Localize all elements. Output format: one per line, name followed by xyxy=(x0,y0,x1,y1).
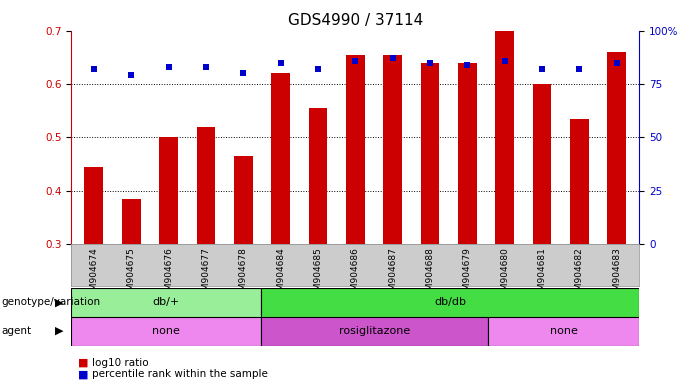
Text: db/db: db/db xyxy=(434,297,466,308)
Text: GSM904684: GSM904684 xyxy=(276,247,285,302)
Bar xyxy=(197,127,215,244)
Text: GSM904677: GSM904677 xyxy=(201,247,210,302)
Text: ■: ■ xyxy=(78,358,88,368)
Text: GSM904683: GSM904683 xyxy=(612,247,622,302)
Text: GSM904674: GSM904674 xyxy=(89,247,99,302)
Bar xyxy=(496,31,514,244)
Point xyxy=(201,64,211,70)
Bar xyxy=(71,288,260,317)
Text: GSM904678: GSM904678 xyxy=(239,247,248,302)
Bar xyxy=(260,288,639,317)
Text: GSM904679: GSM904679 xyxy=(463,247,472,302)
Bar xyxy=(384,55,402,244)
Text: GSM904685: GSM904685 xyxy=(313,247,322,302)
Text: GSM904681: GSM904681 xyxy=(538,247,547,302)
Point xyxy=(88,66,99,72)
Bar xyxy=(234,156,252,244)
Bar xyxy=(84,167,103,244)
Text: ■: ■ xyxy=(78,369,88,379)
Text: percentile rank within the sample: percentile rank within the sample xyxy=(92,369,268,379)
Bar xyxy=(122,199,141,244)
Bar xyxy=(271,73,290,244)
Text: GSM904686: GSM904686 xyxy=(351,247,360,302)
Point xyxy=(350,58,360,64)
Bar xyxy=(458,63,477,244)
Text: GSM904682: GSM904682 xyxy=(575,247,584,302)
Text: ▶: ▶ xyxy=(56,297,64,307)
Bar xyxy=(260,317,488,346)
Bar xyxy=(71,317,260,346)
Bar xyxy=(346,55,364,244)
Text: GSM904687: GSM904687 xyxy=(388,247,397,302)
Point xyxy=(462,62,473,68)
Point xyxy=(574,66,585,72)
Text: agent: agent xyxy=(1,326,31,336)
Point xyxy=(499,58,510,64)
Text: GSM904675: GSM904675 xyxy=(126,247,136,302)
Text: genotype/variation: genotype/variation xyxy=(1,297,101,307)
Bar xyxy=(309,108,327,244)
Point xyxy=(387,55,398,61)
Text: none: none xyxy=(549,326,577,336)
Title: GDS4990 / 37114: GDS4990 / 37114 xyxy=(288,13,423,28)
Point xyxy=(126,73,137,79)
Bar xyxy=(488,317,639,346)
Text: log10 ratio: log10 ratio xyxy=(92,358,148,368)
Text: none: none xyxy=(152,326,180,336)
Point xyxy=(238,70,249,76)
Bar xyxy=(532,84,551,244)
Text: rosiglitazone: rosiglitazone xyxy=(339,326,410,336)
Text: GSM904688: GSM904688 xyxy=(426,247,435,302)
Point xyxy=(424,60,435,66)
Text: GSM904676: GSM904676 xyxy=(164,247,173,302)
Text: GSM904680: GSM904680 xyxy=(500,247,509,302)
Bar xyxy=(607,52,626,244)
Point xyxy=(611,60,622,66)
Point xyxy=(163,64,174,70)
Bar xyxy=(421,63,439,244)
Bar xyxy=(159,137,178,244)
Point xyxy=(313,66,324,72)
Point xyxy=(537,66,547,72)
Text: db/+: db/+ xyxy=(152,297,180,308)
Text: ▶: ▶ xyxy=(56,326,64,336)
Point xyxy=(275,60,286,66)
Bar xyxy=(570,119,589,244)
